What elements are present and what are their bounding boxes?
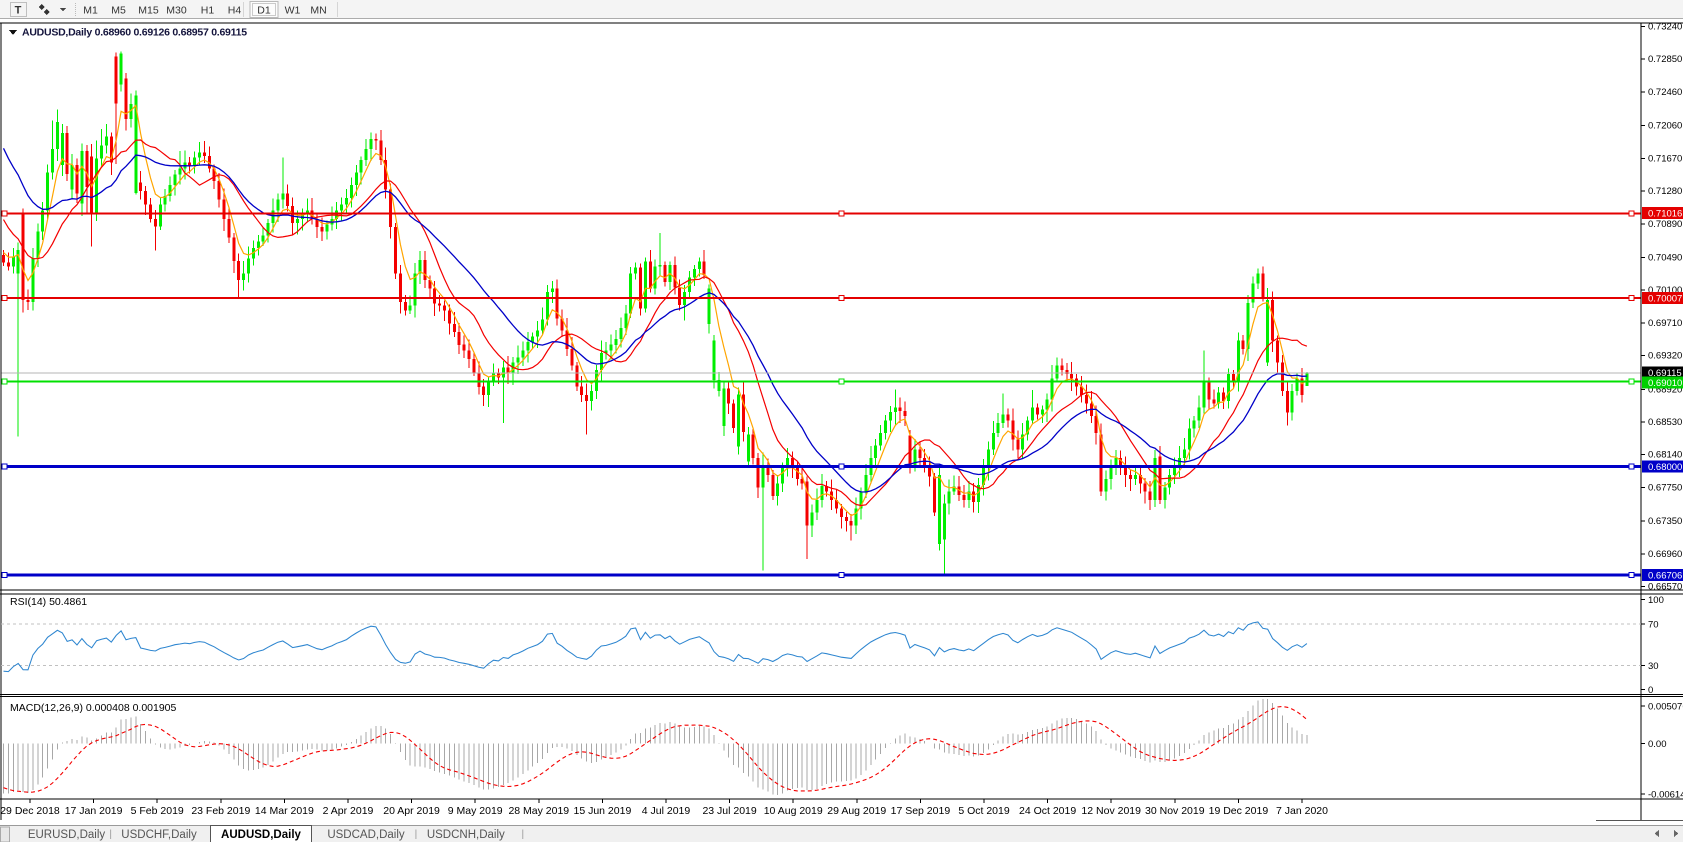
svg-text:0.70890: 0.70890	[1648, 219, 1682, 230]
svg-text:29 Dec 2018: 29 Dec 2018	[0, 805, 60, 817]
svg-text:T: T	[15, 5, 22, 17]
svg-text:0.66960: 0.66960	[1648, 549, 1682, 560]
svg-text:17 Sep 2019: 17 Sep 2019	[891, 805, 951, 817]
svg-text:M15: M15	[138, 5, 159, 17]
svg-text:0.70490: 0.70490	[1648, 252, 1682, 263]
svg-text:70: 70	[1648, 620, 1659, 631]
svg-text:USDCNH,Daily: USDCNH,Daily	[427, 829, 505, 841]
svg-text:0.71280: 0.71280	[1648, 186, 1682, 197]
svg-text:5 Oct 2019: 5 Oct 2019	[958, 805, 1010, 817]
svg-text:0.68000: 0.68000	[1648, 462, 1682, 473]
svg-text:USDCHF,Daily: USDCHF,Daily	[121, 829, 197, 841]
svg-text:M1: M1	[83, 5, 98, 17]
svg-text:-0.006148: -0.006148	[1648, 790, 1683, 801]
svg-text:9 May 2019: 9 May 2019	[448, 805, 503, 817]
svg-text:MN: MN	[310, 5, 326, 17]
svg-text:30: 30	[1648, 661, 1659, 672]
svg-text:10 Aug 2019: 10 Aug 2019	[764, 805, 823, 817]
svg-text:|: |	[521, 829, 524, 840]
svg-text:W1: W1	[285, 5, 301, 17]
svg-text:5 Feb 2019: 5 Feb 2019	[131, 805, 184, 817]
svg-text:0.71016: 0.71016	[1648, 209, 1682, 220]
svg-text:0.67350: 0.67350	[1648, 516, 1682, 527]
svg-text:0.69115: 0.69115	[1648, 368, 1682, 379]
svg-text:0.66570: 0.66570	[1648, 582, 1682, 593]
svg-text:EURUSD,Daily: EURUSD,Daily	[28, 829, 106, 841]
svg-text:0.72850: 0.72850	[1648, 54, 1682, 65]
svg-text:0.68530: 0.68530	[1648, 417, 1682, 428]
svg-text:0.68920: 0.68920	[1648, 384, 1682, 395]
svg-text:H4: H4	[228, 5, 242, 17]
svg-text:0.00: 0.00	[1648, 739, 1667, 750]
svg-text:0.69010: 0.69010	[1648, 378, 1682, 389]
svg-text:|: |	[415, 829, 418, 840]
svg-text:2 Apr 2019: 2 Apr 2019	[323, 805, 374, 817]
svg-text:M30: M30	[166, 5, 187, 17]
svg-text:|: |	[109, 829, 112, 840]
svg-text:19 Dec 2019: 19 Dec 2019	[1209, 805, 1269, 817]
svg-text:24 Oct 2019: 24 Oct 2019	[1019, 805, 1076, 817]
svg-text:MACD(12,26,9) 0.000408 0.00190: MACD(12,26,9) 0.000408 0.001905	[10, 702, 177, 714]
svg-text:RSI(14) 50.4861: RSI(14) 50.4861	[10, 596, 87, 608]
svg-text:30 Nov 2019: 30 Nov 2019	[1145, 805, 1205, 817]
svg-text:29 Aug 2019: 29 Aug 2019	[827, 805, 886, 817]
svg-text:AUDUSD,Daily: AUDUSD,Daily	[221, 829, 301, 841]
svg-text:0.72460: 0.72460	[1648, 87, 1682, 98]
svg-text:23 Jul 2019: 23 Jul 2019	[702, 805, 756, 817]
svg-text:4 Jul 2019: 4 Jul 2019	[642, 805, 691, 817]
svg-text:17 Jan 2019: 17 Jan 2019	[65, 805, 123, 817]
svg-text:AUDUSD,Daily 0.68960 0.69126: AUDUSD,Daily 0.68960 0.69126 0.68957 0.6…	[22, 27, 247, 39]
svg-text:7 Jan 2020: 7 Jan 2020	[1276, 805, 1328, 817]
svg-text:23 Feb 2019: 23 Feb 2019	[191, 805, 250, 817]
svg-text:0.70007: 0.70007	[1648, 294, 1682, 305]
svg-text:0.71670: 0.71670	[1648, 153, 1682, 164]
svg-text:D1: D1	[257, 5, 271, 17]
svg-text:0.67750: 0.67750	[1648, 483, 1682, 494]
svg-text:0.73240: 0.73240	[1648, 22, 1682, 33]
svg-text:28 May 2019: 28 May 2019	[508, 805, 569, 817]
svg-text:USDCAD,Daily: USDCAD,Daily	[327, 829, 405, 841]
svg-text:H1: H1	[201, 5, 215, 17]
svg-text:0.70100: 0.70100	[1648, 285, 1682, 296]
svg-text:15 Jun 2019: 15 Jun 2019	[573, 805, 631, 817]
svg-text:12 Nov 2019: 12 Nov 2019	[1081, 805, 1141, 817]
svg-text:0.72060: 0.72060	[1648, 121, 1682, 132]
svg-text:M5: M5	[111, 5, 126, 17]
svg-text:0.69710: 0.69710	[1648, 318, 1682, 329]
svg-text:0.69320: 0.69320	[1648, 351, 1682, 362]
svg-text:100: 100	[1648, 595, 1664, 606]
svg-text:0: 0	[1648, 685, 1653, 696]
svg-text:20 Apr 2019: 20 Apr 2019	[383, 805, 440, 817]
svg-text:0.66706: 0.66706	[1648, 571, 1682, 582]
svg-text:14 Mar 2019: 14 Mar 2019	[255, 805, 314, 817]
svg-text:0.68140: 0.68140	[1648, 450, 1682, 461]
svg-text:0.005076: 0.005076	[1648, 701, 1683, 712]
